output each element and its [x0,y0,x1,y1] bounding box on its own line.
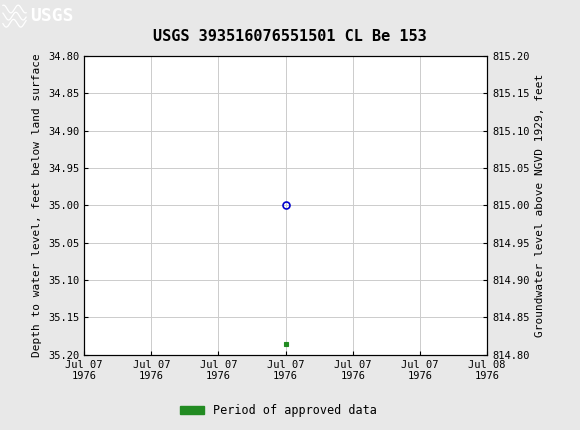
Y-axis label: Groundwater level above NGVD 1929, feet: Groundwater level above NGVD 1929, feet [535,74,545,337]
Y-axis label: Depth to water level, feet below land surface: Depth to water level, feet below land su… [32,53,42,357]
Legend: Period of approved data: Period of approved data [175,399,382,422]
Text: USGS: USGS [30,7,74,25]
Text: USGS 393516076551501 CL Be 153: USGS 393516076551501 CL Be 153 [153,29,427,44]
